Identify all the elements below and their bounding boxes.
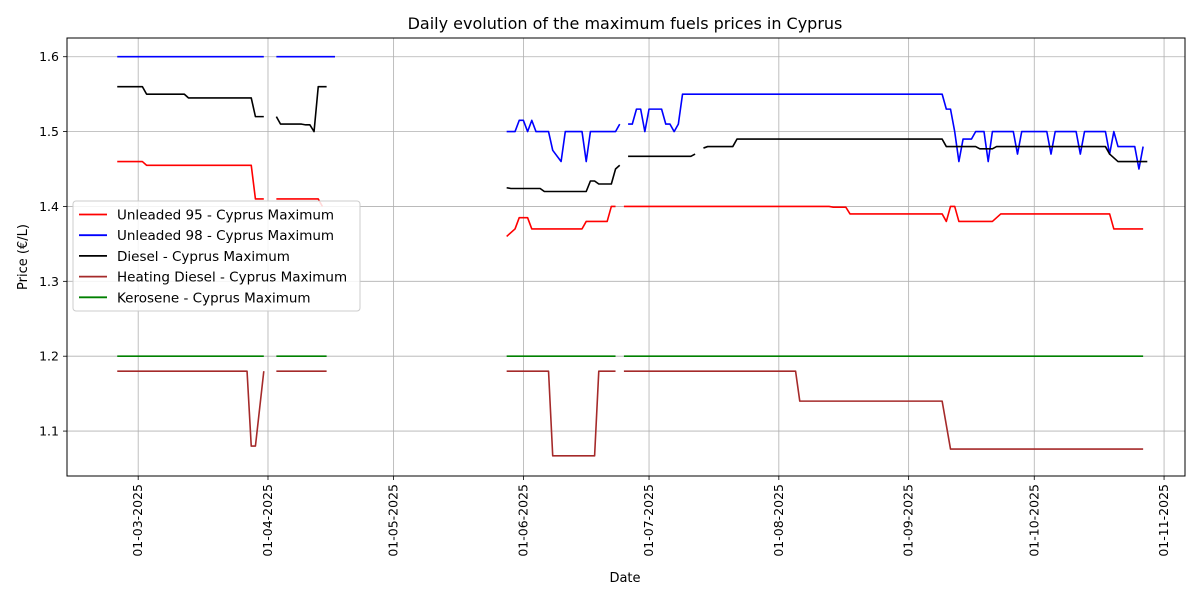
series-line-2 xyxy=(703,138,1148,163)
x-tick-label: 01-08-2025 xyxy=(771,484,786,557)
y-tick-label: 1.3 xyxy=(39,274,59,289)
series-line-1 xyxy=(506,119,621,163)
x-tick-label: 01-06-2025 xyxy=(515,484,530,557)
y-axis-label: Price (€/L) xyxy=(16,224,31,290)
x-axis: 01-03-2025 01-04-2025 01-05-2025 01-06-2025… xyxy=(130,476,1171,557)
x-tick-label: 01-03-2025 xyxy=(130,484,145,557)
series-line-0 xyxy=(117,160,264,200)
y-tick-label: 1.4 xyxy=(39,199,59,214)
series-line-3 xyxy=(117,370,265,447)
y-axis: 1.1 1.2 1.3 1.4 1.5 1.6 xyxy=(39,49,67,439)
series-line-2 xyxy=(117,85,264,118)
legend-label: Diesel - Cyprus Maximum xyxy=(117,249,290,265)
series-line-1 xyxy=(628,93,1144,170)
x-tick-label: 01-10-2025 xyxy=(1026,484,1041,557)
series-line-2 xyxy=(506,164,621,193)
legend-label: Unleaded 95 - Cyprus Maximum xyxy=(117,208,334,224)
x-tick-label: 01-11-2025 xyxy=(1156,484,1171,557)
chart-title: Daily evolution of the maximum fuels pri… xyxy=(408,14,843,33)
x-tick-label: 01-07-2025 xyxy=(641,484,656,557)
series-line-2 xyxy=(275,85,327,133)
y-tick-label: 1.5 xyxy=(39,124,59,139)
x-tick-label: 01-05-2025 xyxy=(386,484,401,557)
x-tick-label: 01-04-2025 xyxy=(260,484,275,557)
plot-area-frame xyxy=(66,37,1186,477)
legend-label: Unleaded 98 - Cyprus Maximum xyxy=(117,228,334,244)
y-tick-label: 1.6 xyxy=(39,49,59,64)
x-axis-label: Date xyxy=(609,571,640,586)
y-tick-label: 1.2 xyxy=(39,349,59,364)
x-tick-label: 01-09-2025 xyxy=(901,484,916,557)
legend-box xyxy=(72,200,361,312)
series-line-0 xyxy=(623,205,1144,230)
series-line-0 xyxy=(506,205,616,238)
series-line-2 xyxy=(628,153,696,158)
legend: Unleaded 95 - Cyprus Maximum Unleaded 98 … xyxy=(72,200,361,312)
series-line-3 xyxy=(506,370,616,457)
series-line-3 xyxy=(623,370,1144,450)
legend-label: Kerosene - Cyprus Maximum xyxy=(117,290,311,306)
series-group xyxy=(117,55,1148,457)
y-tick-label: 1.1 xyxy=(39,424,59,439)
legend-label: Heating Diesel - Cyprus Maximum xyxy=(117,270,347,286)
